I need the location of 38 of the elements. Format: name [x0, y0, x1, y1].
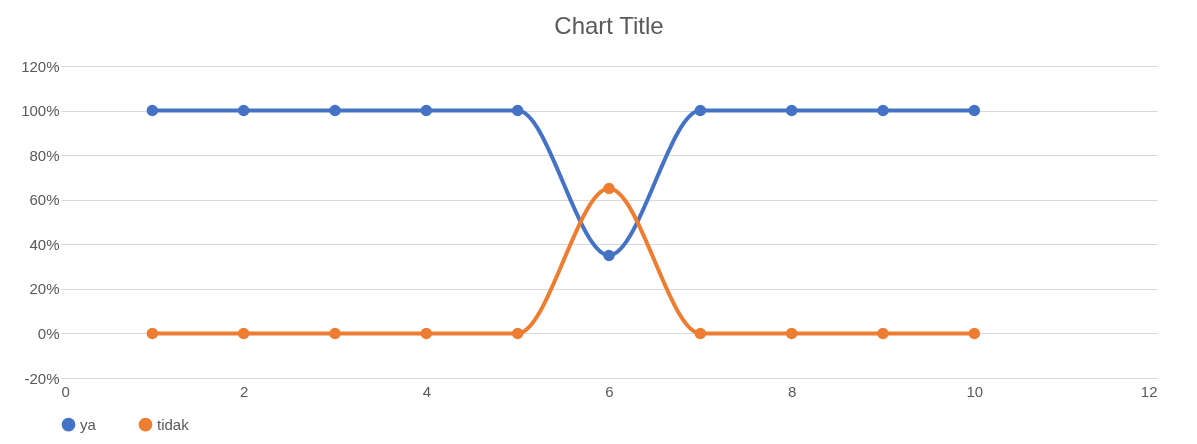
- x-tick-label: 2: [239, 382, 249, 400]
- y-tick-label: -20%: [24, 369, 60, 387]
- y-tick-label: 80%: [29, 146, 60, 164]
- point: [785, 104, 798, 117]
- chart-title: Chart Title: [554, 12, 664, 39]
- legend-label: ya: [80, 415, 97, 433]
- point: [511, 327, 524, 340]
- point: [603, 249, 615, 262]
- point: [237, 104, 250, 117]
- point: [420, 327, 433, 340]
- point: [694, 327, 707, 340]
- x-tick-label: 6: [605, 382, 614, 400]
- point: [511, 104, 524, 117]
- point: [329, 327, 341, 340]
- point: [785, 327, 798, 340]
- x-tick-label: 4: [422, 382, 432, 400]
- point: [968, 327, 981, 340]
- x-tick-label: 12: [1140, 382, 1158, 400]
- point: [877, 327, 889, 340]
- x-tick-label: 8: [787, 382, 797, 400]
- point: [237, 327, 250, 340]
- y-tick-label: 40%: [29, 235, 60, 253]
- y-tick-label: 100%: [21, 102, 60, 120]
- x-tick-label: 10: [966, 382, 984, 400]
- x-tick-label: 0: [61, 382, 70, 400]
- y-tick-label: 60%: [29, 191, 60, 209]
- point: [694, 104, 707, 117]
- y-tick-label: 20%: [29, 280, 60, 298]
- y-tick-label: 0%: [37, 324, 60, 342]
- y-tick-label: 120%: [21, 57, 60, 75]
- point: [877, 104, 889, 117]
- point: [146, 104, 159, 117]
- point: [146, 327, 159, 340]
- point: [968, 104, 981, 117]
- point: [603, 182, 615, 195]
- point: [420, 104, 433, 117]
- legend-label: tidak: [157, 415, 190, 433]
- point: [329, 104, 341, 117]
